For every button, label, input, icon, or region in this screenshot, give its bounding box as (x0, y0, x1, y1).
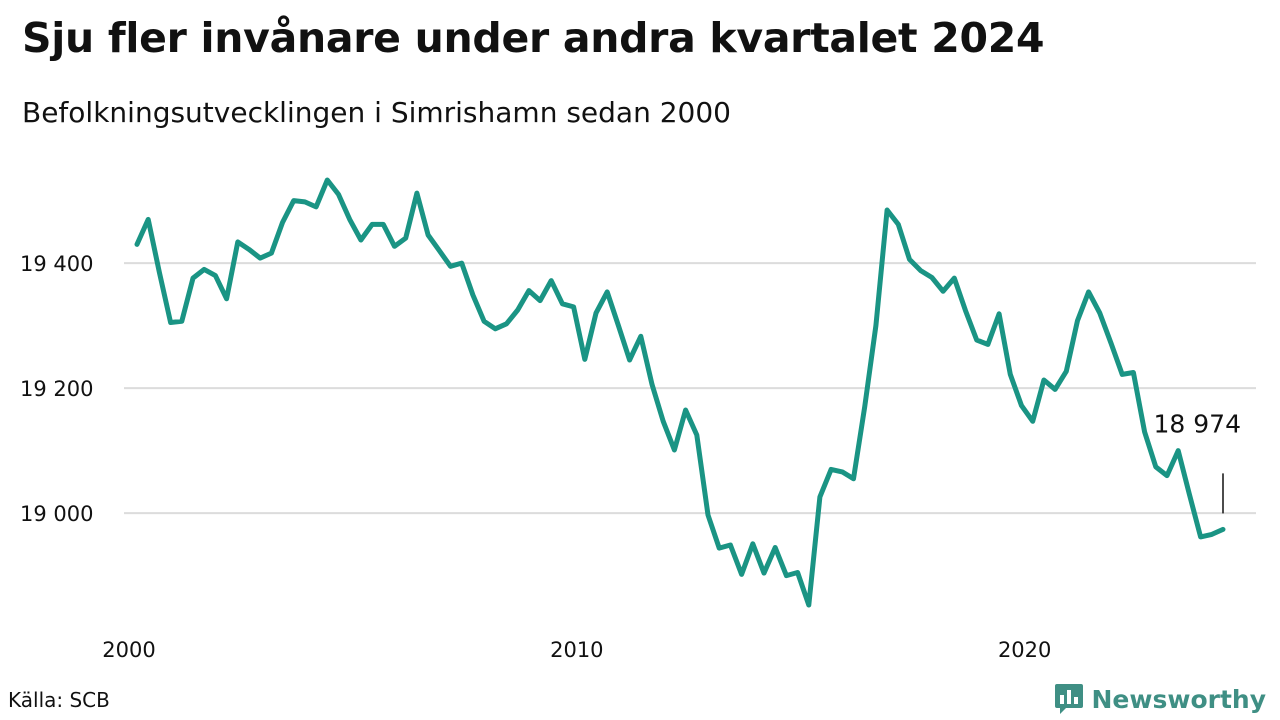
y-axis: 19 000 19 200 19 400 (20, 252, 93, 526)
brand-logo: Newsworthy (1054, 682, 1267, 716)
x-tick-label: 2000 (102, 638, 155, 662)
y-tick-label: 19 200 (20, 377, 93, 401)
gridlines (124, 262, 1256, 515)
x-tick-label: 2020 (998, 638, 1051, 662)
last-value-label: 18 974 (1154, 409, 1241, 438)
series-line (134, 177, 1226, 608)
y-tick-label: 19 400 (20, 252, 93, 276)
brand-name: Newsworthy (1091, 684, 1267, 714)
bar-chart-icon (1054, 684, 1083, 714)
chart-title: Sju fler invånare under andra kvartalet … (22, 14, 1045, 62)
y-tick-label: 19 000 (20, 502, 93, 526)
source-note: Källa: SCB (8, 688, 110, 712)
chart-subtitle: Befolkningsutvecklingen i Simrishamn sed… (22, 96, 731, 129)
annotations: 18 974 (1154, 409, 1241, 514)
series-group (134, 177, 1226, 608)
x-tick-label: 2010 (550, 638, 603, 662)
x-axis: 2000 2010 2020 (102, 638, 1051, 662)
